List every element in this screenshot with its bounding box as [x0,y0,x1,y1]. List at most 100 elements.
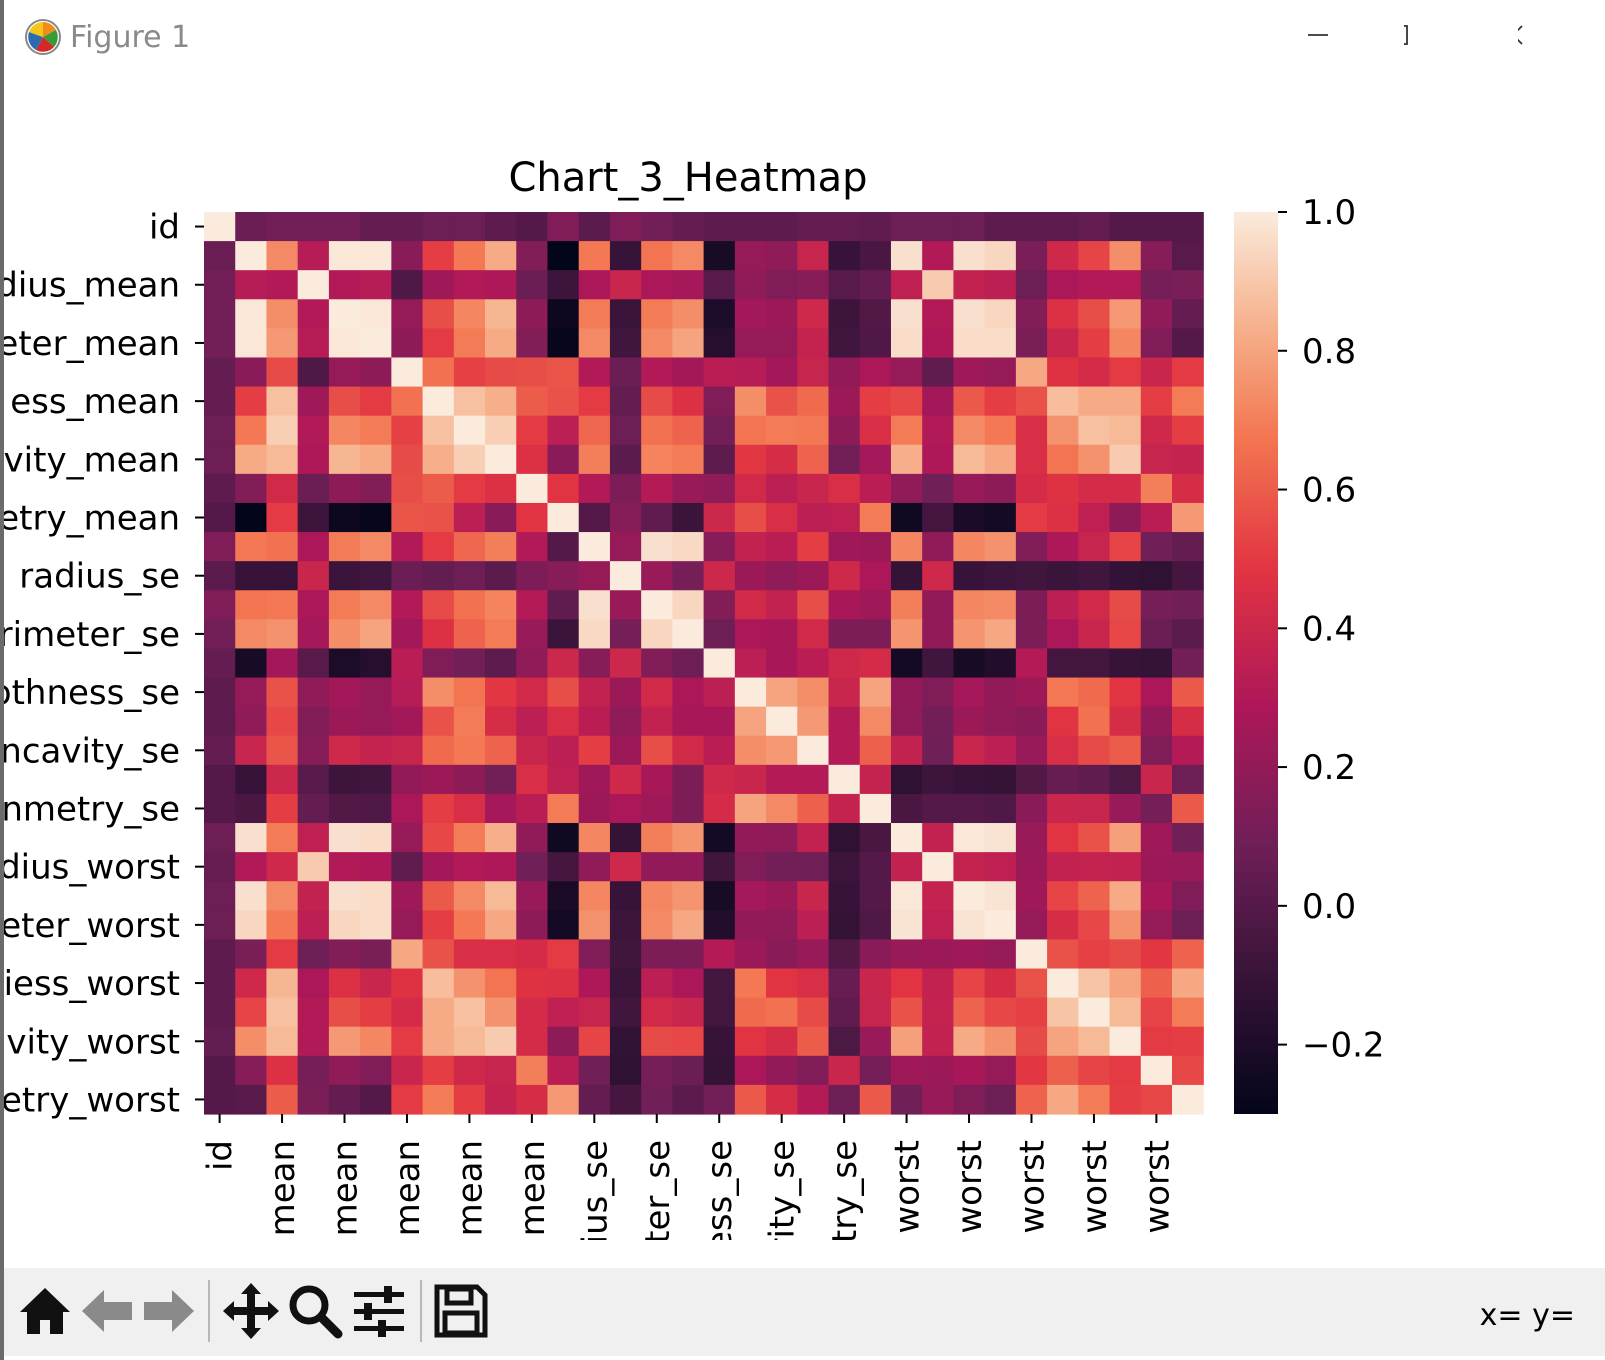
heatmap-cell [516,241,549,271]
heatmap-cell [235,270,268,300]
heatmap-cell [485,444,517,475]
heatmap-cell [204,939,236,970]
forward-arrow-icon[interactable] [138,1280,200,1342]
heatmap-cell [297,619,330,650]
heatmap-cell [859,852,892,882]
heatmap-cell [797,648,830,679]
heatmap-cell [204,677,236,708]
heatmap-cell [578,212,611,242]
heatmap-cell [391,212,424,242]
heatmap-cell [485,473,517,504]
heatmap-cell [859,823,892,853]
close-icon[interactable] [1518,14,1578,60]
heatmap-cell [859,735,892,766]
heatmap-cell [1078,502,1111,533]
back-arrow-icon[interactable] [76,1280,138,1342]
heatmap-cell [422,648,455,679]
minimize-icon[interactable] [1289,14,1349,60]
heatmap-cell [1047,1026,1079,1057]
heatmap-cell [235,852,268,882]
x-tick-label: id [201,1140,241,1171]
heatmap-cell [703,939,736,970]
heatmap-cell [204,590,236,620]
heatmap-cell [547,764,580,795]
heatmap-cell [453,357,486,388]
heatmap-cell [360,823,392,853]
heatmap-cell [828,823,861,853]
heatmap-cell [360,415,392,446]
heatmap-cell [1078,444,1111,475]
heatmap-cell [422,502,455,533]
heatmap-cell [890,793,923,824]
heatmap-cell [485,357,517,388]
heatmap-cell [922,212,955,242]
heatmap-cell [485,386,517,417]
heatmap-cell [1172,473,1204,504]
heatmap-cell [1015,473,1048,504]
heatmap-cell [235,910,268,941]
heatmap-cell [297,590,330,620]
heatmap-cell [1078,764,1111,795]
heatmap-cell [422,241,455,271]
heatmap-cell [422,328,455,359]
pan-icon[interactable] [220,1280,282,1342]
heatmap-cell [734,764,767,795]
heatmap-cell [547,561,580,591]
zoom-icon[interactable] [284,1280,346,1342]
heatmap-cell [1047,764,1079,795]
heatmap-cell [1109,735,1142,766]
x-tick-label: mean [388,1140,428,1236]
heatmap-cell [859,706,892,737]
heatmap-cell [1172,823,1204,853]
heatmap-cell [953,502,986,533]
heatmap-cell [953,793,986,824]
heatmap-cell [1172,648,1204,679]
heatmap-cell [703,328,736,359]
heatmap-cell [672,648,705,679]
heatmap-cell [485,939,517,970]
heatmap-cell [641,561,673,591]
heatmap-cell [485,764,517,795]
heatmap-cell [391,502,424,533]
heatmap-cell [328,502,361,533]
heatmap-cell [485,910,517,941]
heatmap-cell [1078,561,1111,591]
colorbar-tick-label: 0.0 [1302,887,1356,927]
home-icon[interactable] [14,1280,76,1342]
heatmap-cell [922,881,955,911]
heatmap-cell [547,677,580,708]
heatmap-cell [922,939,955,970]
heatmap-cell [547,415,580,446]
heatmap-cell [453,997,486,1028]
heatmap-cell [391,881,424,911]
heatmap-cell [422,1084,455,1115]
heatmap-cell [859,764,892,795]
heatmap-cell [328,706,361,737]
maximize-icon[interactable] [1404,14,1464,60]
heatmap-cell [204,415,236,446]
heatmap-cell [734,648,767,679]
heatmap-cell [1140,532,1173,562]
heatmap-cell [953,561,986,591]
heatmap-cell [984,1055,1017,1086]
heatmap-cell [1047,619,1079,650]
heatmap-cell [1140,473,1173,504]
heatmap-cell [672,386,705,417]
heatmap-cell [235,561,268,591]
heatmap-cell [204,386,236,417]
heatmap-cell [1015,299,1048,329]
heatmap-cell [984,1026,1017,1057]
heatmap-cell [578,706,611,737]
y-tick-label: nmetry_se [4,789,180,829]
heatmap-cell [1015,939,1048,970]
heatmap-cell [485,590,517,620]
save-icon[interactable] [430,1280,492,1342]
heatmap-cell [578,590,611,620]
heatmap-cell [360,1026,392,1057]
heatmap-cell [297,910,330,941]
heatmap-cell [1109,270,1142,300]
configure-subplots-icon[interactable] [348,1280,410,1342]
heatmap-cell [734,677,767,708]
heatmap-cell [734,502,767,533]
heatmap-cell [235,764,268,795]
